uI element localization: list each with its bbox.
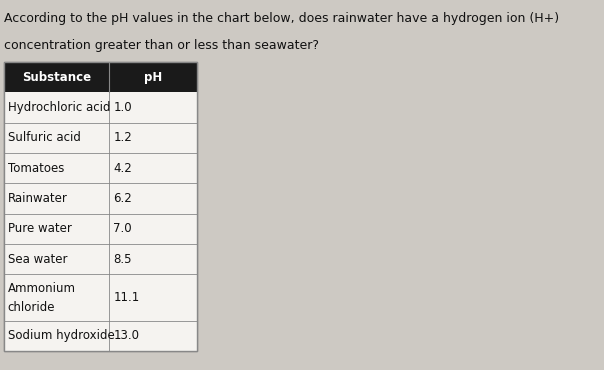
Bar [4, 153, 197, 184]
Text: 6.2: 6.2 [113, 192, 132, 205]
Text: pH: pH [144, 71, 162, 84]
Text: 1.0: 1.0 [113, 101, 132, 114]
Bar [4, 123, 197, 153]
Bar [4, 321, 197, 351]
Text: According to the pH values in the chart below, does rainwater have a hydrogen io: According to the pH values in the chart … [4, 12, 559, 25]
Bar [4, 62, 197, 92]
Text: Sodium hydroxide: Sodium hydroxide [7, 329, 114, 342]
Text: 4.2: 4.2 [113, 162, 132, 175]
Text: Ammonium: Ammonium [7, 282, 76, 295]
Text: Tomatoes: Tomatoes [7, 162, 64, 175]
Text: Hydrochloric acid: Hydrochloric acid [7, 101, 110, 114]
Text: Pure water: Pure water [7, 222, 71, 235]
Text: 11.1: 11.1 [113, 291, 140, 304]
Text: 13.0: 13.0 [113, 329, 139, 342]
Text: 8.5: 8.5 [113, 253, 132, 266]
Bar [4, 244, 197, 275]
Text: 1.2: 1.2 [113, 131, 132, 144]
Text: chloride: chloride [7, 301, 55, 314]
Text: 7.0: 7.0 [113, 222, 132, 235]
Text: Substance: Substance [22, 71, 91, 84]
Bar [4, 62, 197, 351]
Text: Sulfuric acid: Sulfuric acid [7, 131, 80, 144]
Bar [4, 275, 197, 321]
Bar [4, 184, 197, 214]
Bar [4, 92, 197, 123]
Text: Sea water: Sea water [7, 253, 67, 266]
Text: concentration greater than or less than seawater?: concentration greater than or less than … [4, 38, 318, 51]
Bar [4, 214, 197, 244]
Bar [4, 62, 197, 351]
Text: Rainwater: Rainwater [7, 192, 68, 205]
